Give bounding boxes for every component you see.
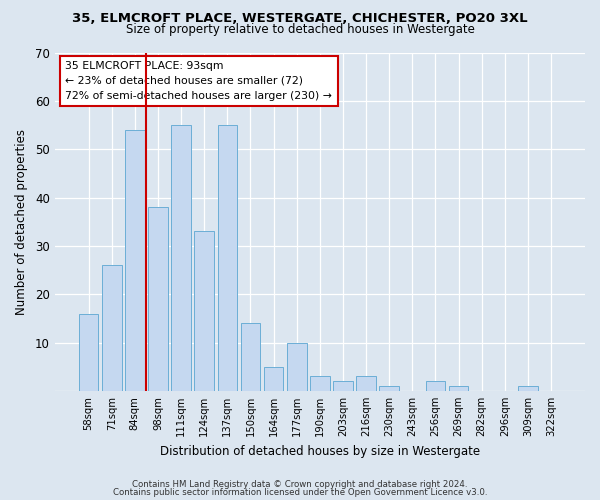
- Text: Contains HM Land Registry data © Crown copyright and database right 2024.: Contains HM Land Registry data © Crown c…: [132, 480, 468, 489]
- Bar: [310, 376, 329, 391]
- Bar: [125, 130, 145, 391]
- Bar: [102, 265, 122, 391]
- Bar: [379, 386, 399, 391]
- Bar: [356, 376, 376, 391]
- Text: Contains public sector information licensed under the Open Government Licence v3: Contains public sector information licen…: [113, 488, 487, 497]
- Bar: [148, 207, 168, 391]
- Text: 35, ELMCROFT PLACE, WESTERGATE, CHICHESTER, PO20 3XL: 35, ELMCROFT PLACE, WESTERGATE, CHICHEST…: [72, 12, 528, 26]
- Text: 35 ELMCROFT PLACE: 93sqm
← 23% of detached houses are smaller (72)
72% of semi-d: 35 ELMCROFT PLACE: 93sqm ← 23% of detach…: [65, 61, 332, 100]
- Text: Size of property relative to detached houses in Westergate: Size of property relative to detached ho…: [125, 22, 475, 36]
- Y-axis label: Number of detached properties: Number of detached properties: [15, 128, 28, 314]
- Bar: [264, 367, 283, 391]
- X-axis label: Distribution of detached houses by size in Westergate: Distribution of detached houses by size …: [160, 444, 480, 458]
- Bar: [333, 382, 353, 391]
- Bar: [194, 232, 214, 391]
- Bar: [518, 386, 538, 391]
- Bar: [171, 125, 191, 391]
- Bar: [79, 314, 98, 391]
- Bar: [287, 342, 307, 391]
- Bar: [449, 386, 469, 391]
- Bar: [218, 125, 237, 391]
- Bar: [425, 382, 445, 391]
- Bar: [241, 323, 260, 391]
